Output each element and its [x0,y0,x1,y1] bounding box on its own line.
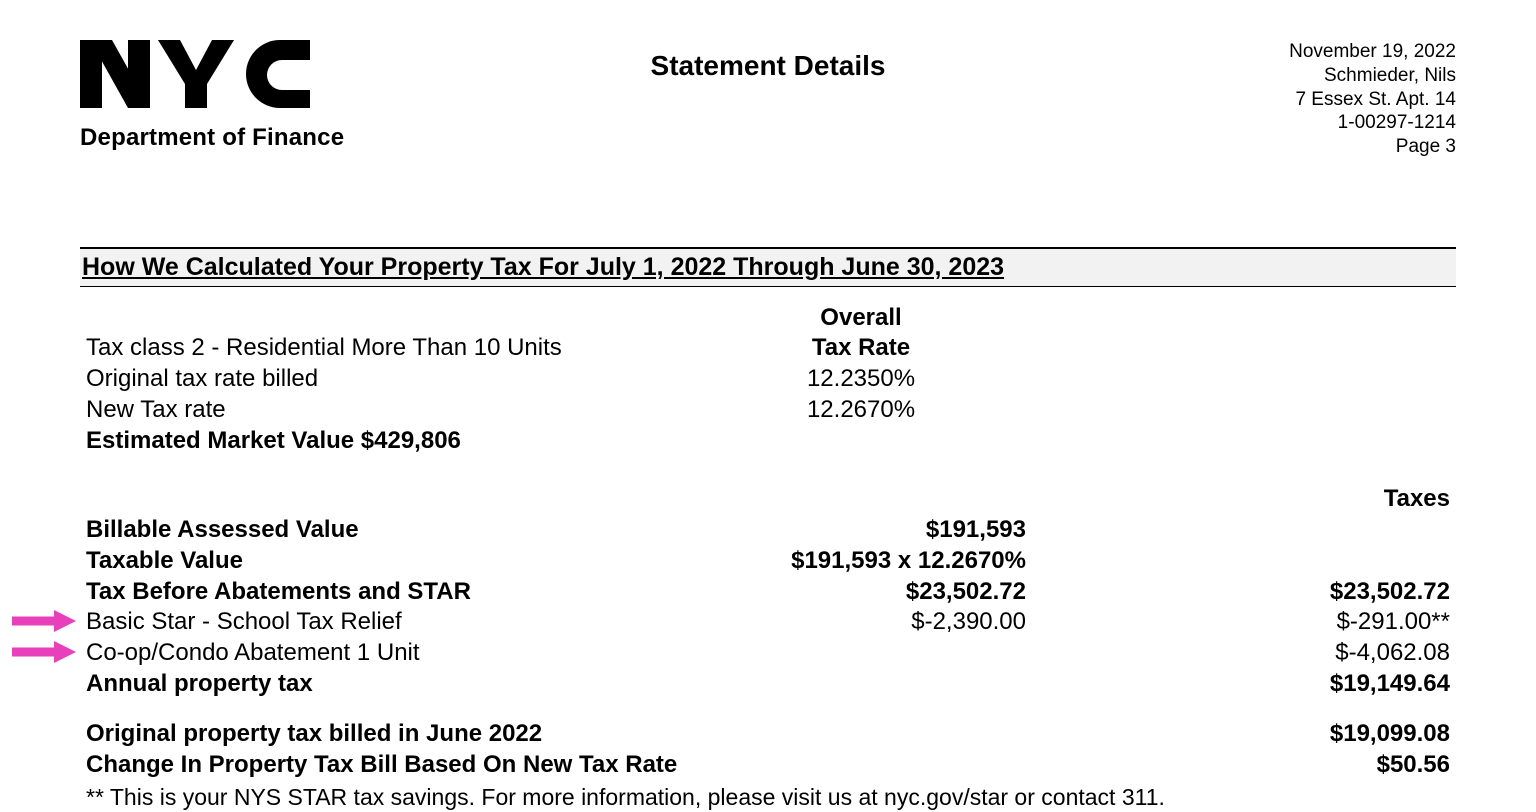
tax-row: Co-op/Condo Abatement 1 Unit $-4,062.08 [80,638,1456,669]
tax-row-mid: $191,593 [696,515,1036,546]
summary-amount: $19,099.08 [1026,719,1456,750]
tax-row-mid: $23,502.72 [696,577,1036,608]
tax-row-amount: $-291.00** [1036,607,1456,638]
document-page: Statement Details Department of Finance [0,0,1536,780]
taxes-column-header: Taxes [1036,484,1456,515]
highlight-arrow-icon [10,609,76,633]
tax-row: Billable Assessed Value$191,593 [80,515,1456,546]
tax-class-label: Tax class 2 - Residential More Than 10 U… [80,333,696,364]
department-label: Department of Finance [80,124,344,152]
recipient-address: 7 Essex St. Apt. 14 [1289,88,1456,112]
statement-date: November 19, 2022 [1289,40,1456,64]
page-number: Page 3 [1289,135,1456,159]
tax-row: Taxable Value$191,593 x 12.2670% [80,546,1456,577]
summary-amount: $50.56 [1026,750,1456,781]
original-rate-label: Original tax rate billed [80,364,696,395]
summary-row: Original property tax billed in June 202… [80,719,1456,750]
tax-row-amount [1036,546,1456,577]
section-title-bar: How We Calculated Your Property Tax For … [80,247,1456,287]
tax-row: Annual property tax $19,149.64 [80,669,1456,700]
tax-row-label: Basic Star - School Tax Relief [80,607,696,638]
tax-row-mid: $-2,390.00 [696,607,1036,638]
nyc-logo-icon [80,40,310,116]
summary-label: Original property tax billed in June 202… [80,719,1026,750]
tax-row-amount: $-4,062.08 [1036,638,1456,669]
original-rate-value: 12.2350% [696,364,1036,395]
tax-row-mid: $191,593 x 12.2670% [696,546,1036,577]
tax-row-amount: $23,502.72 [1036,577,1456,608]
footnote-text: ** This is your NYS STAR tax savings. Fo… [80,783,1456,812]
highlight-arrow-icon [10,640,76,664]
market-value-label: Estimated Market Value $429,806 [80,426,461,457]
logo-block: Department of Finance [80,40,344,152]
tax-calculation-table: Overall Tax class 2 - Residential More T… [80,303,1456,812]
tax-row-amount [1036,515,1456,546]
tax-row-label: Co-op/Condo Abatement 1 Unit [80,638,696,669]
recipient-block: November 19, 2022 Schmieder, Nils 7 Esse… [1289,40,1456,159]
summary-row: Change In Property Tax Bill Based On New… [80,750,1456,781]
new-rate-label: New Tax rate [80,395,696,426]
tax-row-mid [696,638,1036,669]
tax-row-mid [696,669,1036,700]
account-number: 1-00297-1214 [1289,111,1456,135]
header-row: Department of Finance November 19, 2022 … [80,40,1456,159]
tax-row-amount: $19,149.64 [1036,669,1456,700]
new-rate-value: 12.2670% [696,395,1036,426]
tax-row: Basic Star - School Tax Relief$-2,390.00… [80,607,1456,638]
section-title: How We Calculated Your Property Tax For … [82,253,1004,281]
tax-row: Tax Before Abatements and STAR$23,502.72… [80,577,1456,608]
tax-row-label: Billable Assessed Value [80,515,696,546]
tax-row-label: Annual property tax [80,669,696,700]
tax-row-label: Tax Before Abatements and STAR [80,577,696,608]
tax-row-label: Taxable Value [80,546,696,577]
recipient-name: Schmieder, Nils [1289,64,1456,88]
summary-label: Change In Property Tax Bill Based On New… [80,750,1026,781]
tax-rate-header: Tax Rate [696,333,1036,364]
overall-label: Overall [696,303,1036,334]
